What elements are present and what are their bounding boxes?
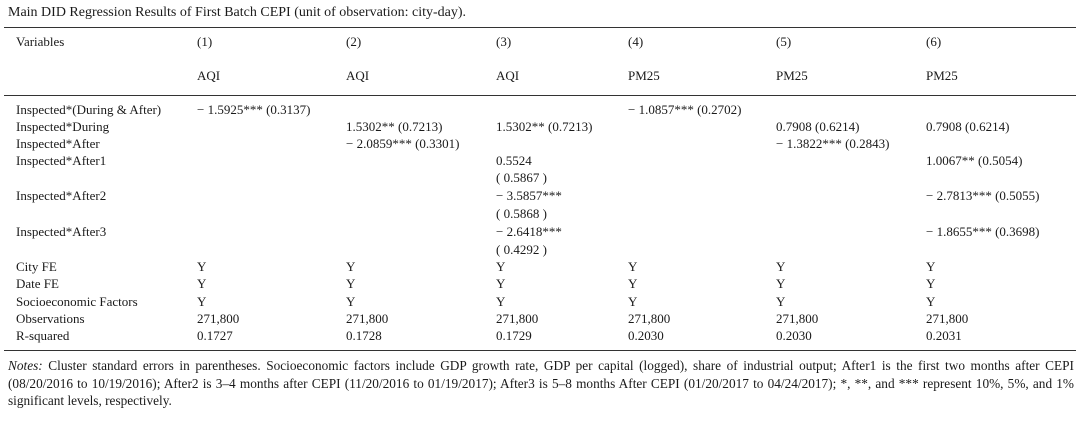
table-cell: Y (346, 276, 356, 291)
dependent-variable-header: AQI (496, 68, 520, 83)
table-cell: 0.1729 (496, 328, 532, 343)
row-label: City FE (16, 259, 57, 274)
header-rule (4, 95, 1076, 96)
table-cell: Y (776, 276, 786, 291)
table-cell: ( 0.5867 ) (496, 170, 547, 185)
table-cell: 0.2030 (776, 328, 812, 343)
table-cell: Y (197, 294, 207, 309)
table-cell: Y (346, 259, 356, 274)
table-cell: 0.7908 (0.6214) (776, 119, 860, 134)
table-cell: − 2.0859*** (0.3301) (346, 136, 460, 151)
table-cell: − 1.8655*** (0.3698) (926, 224, 1040, 239)
table-cell: 0.5524 (496, 153, 532, 168)
table-cell: Y (197, 259, 207, 274)
table-cell: 271,800 (496, 311, 539, 326)
bottom-rule (4, 350, 1076, 351)
top-rule (4, 27, 1076, 28)
row-label: R-squared (16, 328, 70, 343)
table-cell: Y (776, 294, 786, 309)
variables-header: Variables (16, 34, 65, 49)
dependent-variable-header: PM25 (926, 68, 958, 83)
row-label: Inspected*After1 (16, 153, 107, 168)
table-cell: Y (496, 259, 506, 274)
table-cell: Y (496, 276, 506, 291)
table-cell: ( 0.5868 ) (496, 206, 547, 221)
table-cell: Y (776, 259, 786, 274)
table-cell: Y (628, 294, 638, 309)
table-caption: Main DID Regression Results of First Bat… (8, 5, 467, 20)
table-cell: − 1.3822*** (0.2843) (776, 136, 890, 151)
column-number-header: (4) (628, 34, 644, 49)
table-cell: 271,800 (926, 311, 969, 326)
table-cell: − 1.5925*** (0.3137) (197, 102, 311, 117)
row-label: Inspected*After3 (16, 224, 107, 239)
dependent-variable-header: PM25 (776, 68, 808, 83)
table-cell: Y (628, 259, 638, 274)
table-cell: 271,800 (346, 311, 389, 326)
table-cell: Y (496, 294, 506, 309)
row-label: Observations (16, 311, 85, 326)
column-number-header: (6) (926, 34, 942, 49)
table-cell: 1.0067** (0.5054) (926, 153, 1023, 168)
row-label: Date FE (16, 276, 59, 291)
column-number-header: (3) (496, 34, 512, 49)
row-label: Socioeconomic Factors (16, 294, 138, 309)
row-label: Inspected*After2 (16, 188, 107, 203)
column-number-header: (2) (346, 34, 362, 49)
column-number-header: (1) (197, 34, 213, 49)
table-cell: Y (926, 276, 936, 291)
table-cell: Y (197, 276, 207, 291)
column-number-header: (5) (776, 34, 792, 49)
table-cell: ( 0.4292 ) (496, 242, 547, 257)
table-cell: Y (926, 294, 936, 309)
table-cell: − 1.0857*** (0.2702) (628, 102, 742, 117)
dependent-variable-header: AQI (346, 68, 370, 83)
table-cell: − 2.6418*** (496, 224, 562, 239)
table-cell: Y (926, 259, 936, 274)
table-cell: Y (628, 276, 638, 291)
row-label: Inspected*After (16, 136, 100, 151)
dependent-variable-header: PM25 (628, 68, 660, 83)
table-cell: 1.5302** (0.7213) (496, 119, 593, 134)
table-cell: Y (346, 294, 356, 309)
notes-text: Cluster standard errors in parentheses. … (8, 358, 1074, 408)
table-notes: Notes: Cluster standard errors in parent… (8, 357, 1074, 410)
table-cell: 271,800 (628, 311, 671, 326)
table-cell: − 3.5857*** (496, 188, 562, 203)
table-cell: 271,800 (776, 311, 819, 326)
table-cell: 0.2031 (926, 328, 962, 343)
notes-label: Notes: (8, 358, 43, 373)
table-cell: − 2.7813*** (0.5055) (926, 188, 1040, 203)
dependent-variable-header: AQI (197, 68, 221, 83)
table-cell: 0.2030 (628, 328, 664, 343)
table-cell: 1.5302** (0.7213) (346, 119, 443, 134)
row-label: Inspected*(During & After) (16, 102, 162, 117)
table-cell: 0.7908 (0.6214) (926, 119, 1010, 134)
table-cell: 271,800 (197, 311, 240, 326)
table-cell: 0.1727 (197, 328, 233, 343)
table-cell: 0.1728 (346, 328, 382, 343)
row-label: Inspected*During (16, 119, 110, 134)
